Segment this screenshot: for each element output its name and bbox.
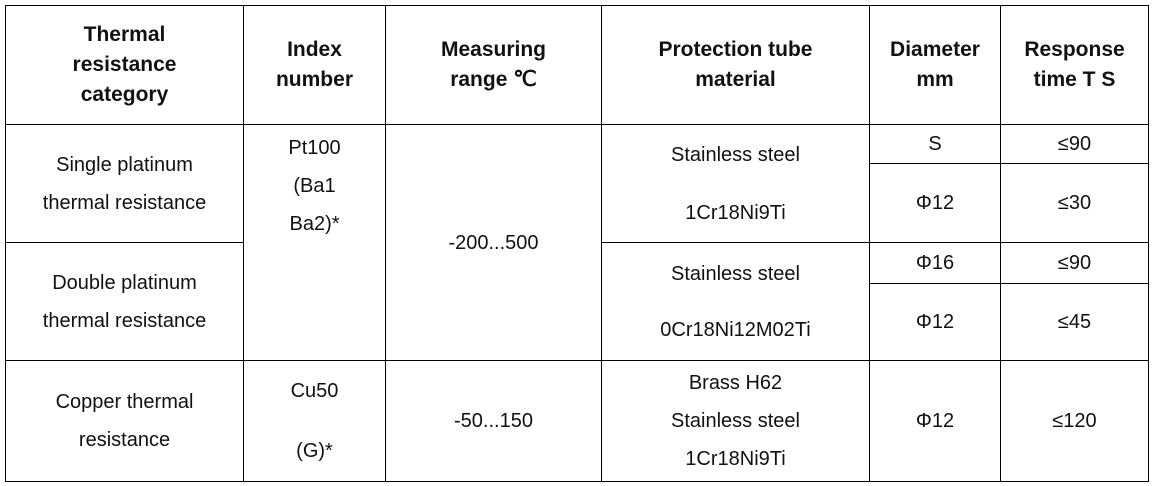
- cell-text: thermal resistance: [42, 191, 207, 214]
- cell-text: time T S: [1033, 68, 1116, 91]
- cell-text: resistance: [78, 429, 171, 451]
- cell: ≤45: [1000, 283, 1149, 361]
- cell-text: Diameter: [890, 38, 980, 61]
- cell: -200...500: [385, 124, 602, 361]
- cell: Φ12: [869, 360, 1001, 482]
- cell-text: Single platinum: [56, 153, 193, 176]
- header-row: Thermal resistance category Index number Me…: [5, 5, 1149, 125]
- cell: ≤120: [1000, 360, 1149, 482]
- cell-text: ≤90: [1057, 252, 1092, 274]
- cell-text: ≤45: [1057, 311, 1092, 333]
- cell-text: Φ12: [915, 192, 955, 214]
- cell: ≤90: [1000, 242, 1149, 284]
- cell-text: 1Cr18Ni9Ti: [685, 201, 786, 224]
- cell-text: (Ba1: [293, 175, 336, 197]
- row: Single platinum thermal resistance Pt100 (…: [5, 124, 1149, 361]
- cell: ≤30: [1000, 163, 1149, 243]
- cell-text: Φ12: [915, 410, 955, 432]
- cell-text: range ℃: [450, 68, 537, 91]
- header-cell: Measuring range ℃: [385, 5, 602, 125]
- cell-text: 1Cr18Ni9Ti: [685, 448, 786, 470]
- header-cell: Index number: [243, 5, 386, 125]
- cell-text: thermal resistance: [42, 309, 207, 332]
- cell: Φ12: [869, 163, 1001, 243]
- cell-text: number: [275, 68, 353, 91]
- cell-text: 0Cr18Ni12M02Ti: [660, 318, 811, 341]
- header-cell: Thermal resistance category: [5, 5, 244, 125]
- cell-text: Copper thermal: [55, 391, 194, 413]
- cell-text: material: [695, 68, 776, 91]
- cell: -50...150: [385, 360, 602, 482]
- row: Φ12 ≤30: [6, 163, 1149, 243]
- cell: Copper thermal resistance: [5, 360, 244, 482]
- cell-text: Index: [287, 38, 342, 61]
- cell: Φ16: [869, 242, 1001, 284]
- cell-text: ≤120: [1052, 410, 1097, 432]
- cell-text: Stainless steel: [671, 143, 800, 166]
- cell: Cu50 (G)*: [243, 360, 386, 482]
- cell-text: category: [80, 83, 169, 106]
- row: Φ12 ≤45: [6, 283, 1149, 361]
- header-cell: Response time T S: [1000, 5, 1149, 125]
- cell-text: Ba2)*: [289, 213, 340, 235]
- cell-text: Measuring: [440, 38, 547, 61]
- cell-text: (G)*: [296, 440, 333, 462]
- row: Copper thermal resistance Cu50 (G)* -50...…: [5, 360, 1149, 482]
- cell-text: resistance: [72, 53, 177, 76]
- cell-text: Brass H62: [688, 372, 783, 394]
- row: Double platinum thermal resistance Stainl…: [5, 242, 1149, 361]
- header-cell: Diameter mm: [869, 5, 1001, 125]
- cell-text: ≤90: [1057, 133, 1092, 155]
- cell: ≤90: [1000, 124, 1149, 164]
- cell: Brass H62 Stainless steel 1Cr18Ni9Ti: [601, 360, 870, 482]
- cell-text: mm: [916, 68, 954, 91]
- cell-text: Stainless steel: [671, 410, 800, 432]
- cell: Pt100 (Ba1 Ba2)*: [243, 124, 386, 361]
- cell-text: Double platinum: [52, 271, 197, 294]
- cell-text: Cu50: [290, 380, 339, 402]
- header-cell: Protection tube material: [601, 5, 870, 125]
- cell-text: ≤30: [1057, 192, 1092, 214]
- cell-text: Φ16: [915, 252, 955, 274]
- cell-text: Pt100: [288, 137, 341, 159]
- cell-text: -50...150: [454, 410, 533, 432]
- spec-table: Thermal resistance category Index number Me…: [5, 5, 1149, 482]
- cell-text: Protection tube: [658, 38, 813, 61]
- cell-text: S: [928, 133, 942, 155]
- cell: Stainless steel 0Cr18Ni12M02Ti: [601, 242, 870, 361]
- cell: Double platinum thermal resistance: [5, 242, 244, 361]
- cell-text: -200...500: [448, 231, 539, 254]
- cell-text: Response: [1024, 38, 1125, 61]
- cell: Φ12: [869, 283, 1001, 361]
- cell: S: [869, 124, 1001, 164]
- cell-text: Φ12: [915, 311, 955, 333]
- cell: Single platinum thermal resistance: [5, 124, 244, 243]
- cell-text: Thermal: [83, 23, 166, 46]
- cell: Stainless steel 1Cr18Ni9Ti: [601, 124, 870, 243]
- cell-text: Stainless steel: [671, 262, 800, 285]
